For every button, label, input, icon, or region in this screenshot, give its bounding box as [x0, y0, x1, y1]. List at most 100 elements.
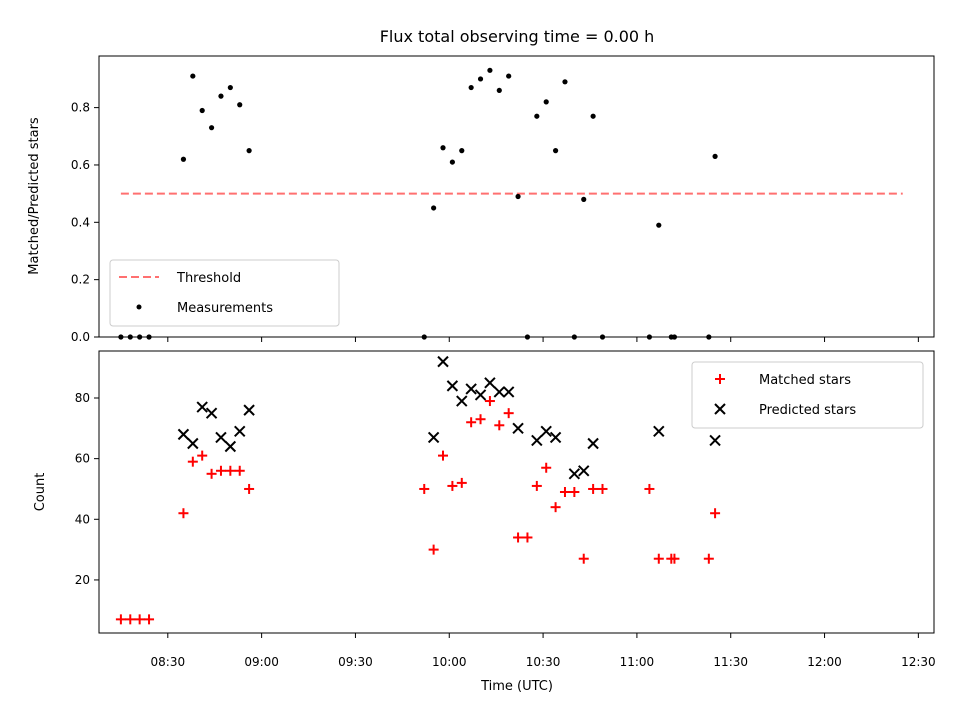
bottom-x-axis: 08:30 09:00 09:30 10:00 10:30 11:00 11:30 12:00…: [151, 633, 936, 669]
matched-star-marker: [559, 487, 570, 497]
matched-star-marker: [125, 614, 136, 625]
measurement-point: [459, 148, 465, 154]
predicted-star-marker: [512, 422, 524, 435]
measurement-point: [190, 73, 196, 79]
x-tick-label: 11:30: [713, 655, 748, 669]
x-tick-label: 10:30: [526, 655, 561, 669]
predicted-star-marker: [587, 437, 599, 450]
matched-star-marker: [215, 465, 226, 476]
x-tick-label: 11:00: [620, 655, 655, 669]
matched-star-marker: [197, 450, 208, 461]
x-tick-label: 09:30: [338, 655, 373, 669]
measurement-point: [218, 93, 224, 99]
matched-star-marker: [494, 420, 505, 431]
top-y-tick-label: 0.6: [71, 158, 90, 172]
measurement-point: [440, 145, 446, 151]
top-legend-box: [109, 259, 340, 327]
top-x-ticks: [167, 337, 919, 342]
matched-star-marker: [531, 480, 542, 491]
matched-star-marker: [225, 465, 236, 476]
top-y-tick-label: 0.0: [71, 330, 90, 344]
measurement-point: [246, 148, 252, 154]
x-tick-label: 08:30: [151, 655, 186, 669]
top-y-axis-label: Matched/Predicted stars: [27, 117, 42, 275]
measurement-point: [552, 148, 559, 154]
measurement-point: [199, 107, 205, 114]
predicted-star-marker: [427, 431, 440, 444]
matched-star-marker: [428, 544, 439, 555]
predicted-star-marker: [215, 431, 227, 444]
matched-star-marker: [703, 553, 714, 564]
measurement-point: [468, 84, 474, 91]
matched-star-marker: [466, 417, 477, 428]
x-axis-label: Time (UTC): [480, 679, 553, 694]
x-tick-label: 12:30: [901, 655, 936, 669]
predicted-star-marker: [653, 425, 665, 438]
matched-star-marker: [541, 462, 552, 473]
measurement-point: [581, 196, 587, 202]
measurement-point: [180, 156, 187, 162]
bottom-y-tick-label: 80: [75, 391, 90, 405]
x-tick-label: 09:00: [244, 655, 279, 669]
bottom-legend-box: [691, 361, 924, 429]
measurement-point: [449, 159, 455, 165]
predicted-star-marker: [531, 434, 543, 447]
matched-star-marker: [710, 508, 721, 519]
measurement-point: [431, 205, 437, 211]
predicted-star-marker: [568, 468, 581, 480]
measurement-point: [543, 99, 549, 105]
bottom-panel: 20 40 60 80 08:30 09:00 09:30 10:00 10:30 11:00 1…: [33, 350, 936, 694]
measurement-point: [656, 222, 662, 228]
matched-star-marker: [144, 614, 155, 625]
matched-star-marker: [503, 408, 514, 419]
matched-star-marker: [484, 396, 495, 407]
measurement-point: [590, 113, 596, 119]
x-tick-label: 12:00: [807, 655, 842, 669]
predicted-star-marker: [196, 401, 208, 413]
matched-star-marker: [178, 508, 189, 519]
matched-star-marker: [550, 502, 561, 513]
bottom-y-tick-label: 60: [75, 452, 90, 466]
top-panel: 0.00.20.40.60.8 Matched/Predicted stars …: [27, 55, 935, 344]
legend-measurements-label: Measurements: [177, 301, 273, 316]
measurement-point: [496, 87, 502, 94]
legend-threshold-label: Threshold: [176, 271, 241, 286]
bottom-y-axis-label: Count: [33, 473, 48, 512]
matched-star-marker: [644, 483, 655, 494]
bottom-y-tick-label: 40: [75, 512, 90, 526]
top-axes-frame: [98, 55, 935, 338]
predicted-star-marker: [484, 377, 496, 389]
matched-star-marker: [669, 553, 680, 564]
predicted-star-marker: [456, 395, 468, 407]
measurement-point: [534, 113, 540, 119]
matched-star-marker: [438, 450, 449, 461]
matched-star-marker: [578, 553, 589, 564]
predicted-star-marker: [437, 355, 449, 368]
bottom-y-tick-label: 20: [75, 573, 90, 587]
predicted-star-marker: [177, 428, 190, 441]
matched-star-marker: [522, 532, 533, 543]
predicted-star-marker: [243, 404, 255, 416]
matched-star-marker: [244, 483, 255, 494]
measurement-point: [477, 76, 484, 82]
measurement-point: [562, 79, 568, 85]
matched-star-marker: [447, 480, 458, 491]
top-y-tick-label: 0.8: [71, 101, 90, 115]
matched-star-marker: [134, 614, 145, 625]
measurement-point: [515, 193, 521, 200]
legend-predicted-label: Predicted stars: [759, 403, 856, 418]
predicted-star-marker: [709, 434, 721, 447]
matched-star-marker: [475, 414, 486, 425]
bottom-legend: Matched stars Predicted stars: [691, 361, 924, 429]
legend-matched-swatch: [715, 374, 725, 384]
predicted-star-marker: [549, 431, 562, 444]
predicted-star-marker: [224, 440, 237, 453]
matched-star-marker: [588, 483, 599, 494]
predicted-star-marker: [474, 389, 487, 401]
measurement-point: [506, 73, 512, 79]
measurement-point: [487, 67, 493, 73]
measurement-point: [227, 84, 233, 91]
predicted-star-marker: [205, 407, 218, 419]
